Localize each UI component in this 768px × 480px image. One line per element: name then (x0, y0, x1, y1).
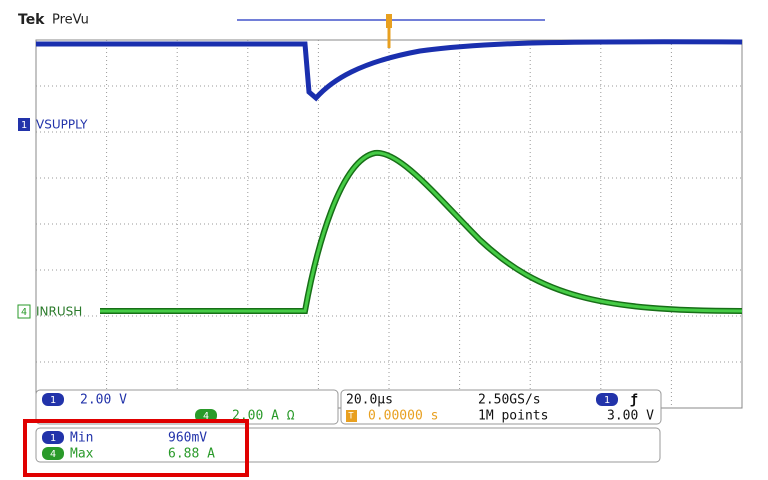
ch1-badge (42, 393, 64, 406)
ch4-badge (195, 409, 217, 422)
trigger-slope: ƒ (630, 393, 638, 408)
highlight-box (23, 419, 249, 477)
ch1-marker-number: 1 (21, 120, 27, 131)
meas2-value: 6.88 A (168, 447, 215, 462)
ch4-marker (17, 304, 31, 319)
horizontal-panel (340, 389, 662, 425)
trigger-source-badge (596, 393, 618, 406)
meas2-badge (42, 447, 64, 460)
sample-rate: 2.50GS/s (478, 393, 541, 408)
meas1-badge (42, 431, 64, 444)
trigger-level: 3.00 V (607, 409, 654, 424)
graticule (35, 39, 743, 409)
trigger-position-badge (346, 410, 357, 422)
brand: Tek (18, 12, 45, 28)
meas2-name: Max (70, 447, 94, 462)
ch1-waveform (36, 39, 743, 102)
meas1-name: Min (70, 431, 93, 446)
time-scale: 20.0µs (346, 393, 393, 408)
ch1-scale: 2.00 V (80, 393, 127, 408)
record-length: 1M points (478, 409, 548, 424)
meas2-channel: 4 (50, 449, 56, 460)
ch4-badge-number: 4 (203, 411, 209, 422)
meas1-channel: 1 (50, 433, 56, 444)
trigger-source: 1 (604, 395, 610, 406)
ch4-marker-number: 4 (21, 307, 27, 318)
ch4-waveform (100, 151, 743, 313)
ch1-label: VSUPPLY (36, 118, 88, 132)
vertical-panel (35, 389, 339, 425)
ch4-label: INRUSH (36, 305, 82, 319)
ch1-badge-number: 1 (50, 395, 56, 406)
mode: PreVu (52, 13, 89, 28)
trigger-position-marker (386, 14, 392, 28)
ch1-marker (18, 118, 30, 131)
measurement-panel (35, 427, 661, 463)
ch4-waveform-edge (100, 149, 743, 314)
time-position: 0.00000 s (368, 409, 438, 424)
meas1-value: 960mV (168, 431, 207, 446)
trigger-position-letter: T (348, 412, 354, 422)
